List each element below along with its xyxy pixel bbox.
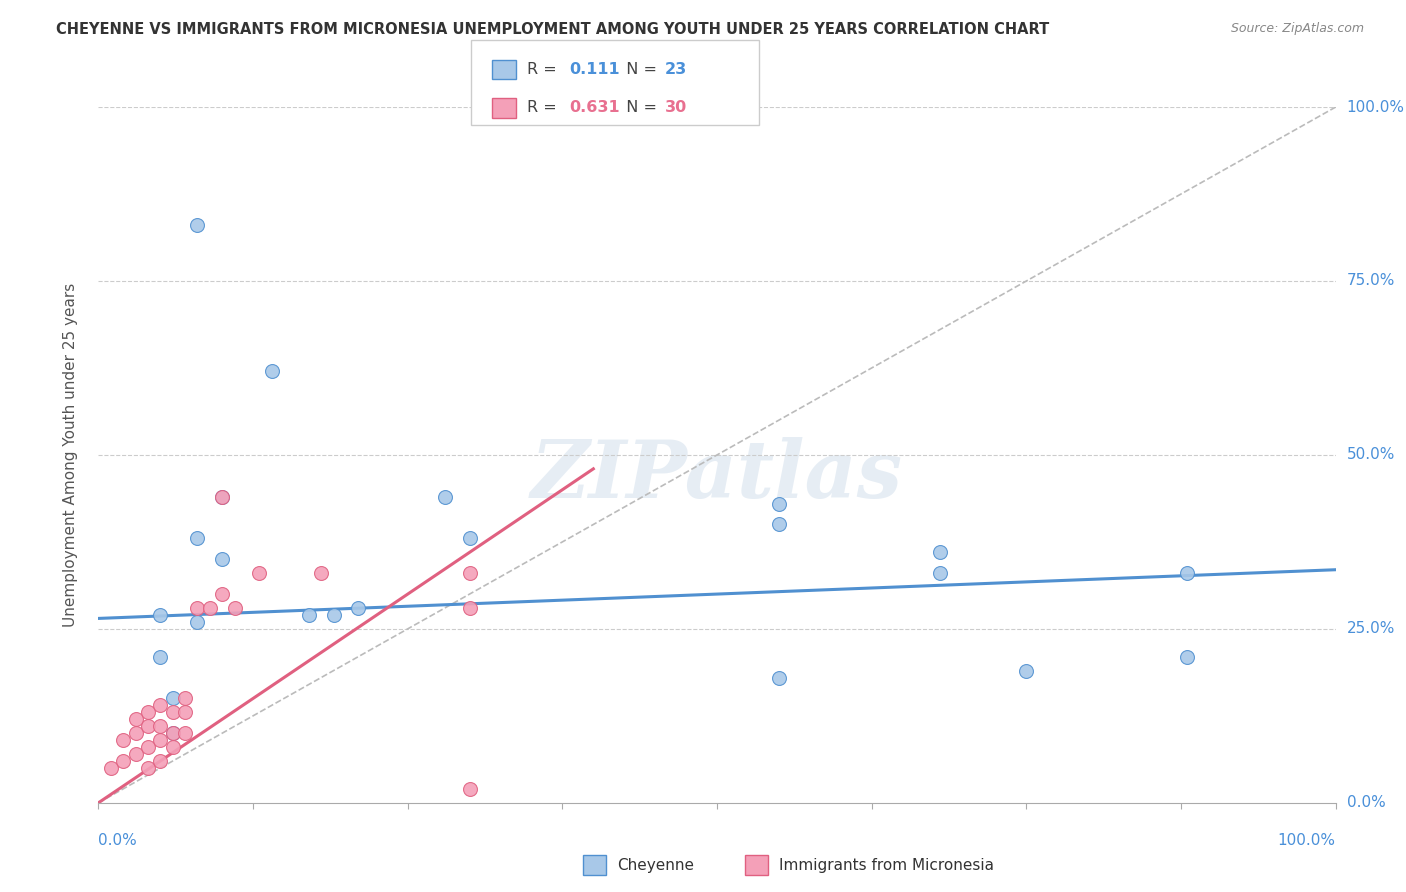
Point (162, 691, 184, 706)
Point (174, 691, 197, 706)
Point (198, 601, 221, 615)
Point (433, 490, 456, 504)
Text: 30: 30 (665, 101, 688, 115)
Point (136, 719, 159, 733)
Text: N =: N = (616, 101, 662, 115)
Point (136, 761, 159, 775)
Point (112, 754, 135, 768)
Text: Cheyenne: Cheyenne (617, 858, 695, 872)
Point (100, 761, 122, 775)
Point (768, 671, 790, 685)
Point (458, 532, 481, 546)
Text: R =: R = (527, 101, 562, 115)
Point (149, 733, 172, 747)
Point (1015, 664, 1038, 678)
Text: 100.0%: 100.0% (1278, 833, 1336, 848)
Point (298, 607, 321, 622)
Point (211, 552, 233, 566)
Point (186, 532, 208, 546)
Text: ZIPatlas: ZIPatlas (531, 437, 903, 515)
Point (768, 497, 790, 511)
Point (149, 698, 172, 713)
Point (347, 601, 370, 615)
Point (149, 649, 172, 664)
Point (124, 712, 146, 726)
Point (186, 219, 208, 233)
Point (149, 719, 172, 733)
Point (211, 490, 233, 504)
Point (136, 740, 159, 755)
Y-axis label: Unemployment Among Youth under 25 years: Unemployment Among Youth under 25 years (63, 283, 77, 627)
Text: 50.0%: 50.0% (1347, 448, 1395, 462)
Point (458, 781, 481, 796)
Point (211, 490, 233, 504)
Point (1175, 649, 1198, 664)
Point (458, 601, 481, 615)
Text: 25.0%: 25.0% (1347, 622, 1395, 636)
Point (112, 733, 135, 747)
Point (124, 726, 146, 740)
Text: 0.0%: 0.0% (98, 833, 138, 848)
Text: Source: ZipAtlas.com: Source: ZipAtlas.com (1230, 22, 1364, 36)
Point (224, 601, 246, 615)
Point (928, 566, 950, 581)
Point (162, 740, 184, 755)
Point (162, 726, 184, 740)
Point (186, 615, 208, 629)
Point (211, 587, 233, 601)
Point (1175, 566, 1198, 581)
Point (174, 706, 197, 720)
Text: CHEYENNE VS IMMIGRANTS FROM MICRONESIA UNEMPLOYMENT AMONG YOUTH UNDER 25 YEARS C: CHEYENNE VS IMMIGRANTS FROM MICRONESIA U… (56, 22, 1049, 37)
Point (174, 726, 197, 740)
Text: 23: 23 (665, 62, 688, 77)
Point (309, 566, 332, 581)
Text: N =: N = (616, 62, 662, 77)
Point (149, 607, 172, 622)
Point (162, 706, 184, 720)
Text: 0.111: 0.111 (569, 62, 620, 77)
Point (186, 601, 208, 615)
Text: Immigrants from Micronesia: Immigrants from Micronesia (779, 858, 994, 872)
Point (768, 517, 790, 532)
Point (162, 726, 184, 740)
Point (928, 545, 950, 559)
Point (136, 706, 159, 720)
Point (149, 754, 172, 768)
Text: 0.631: 0.631 (569, 101, 620, 115)
Point (458, 566, 481, 581)
Point (247, 566, 270, 581)
Point (322, 607, 344, 622)
Text: R =: R = (527, 62, 562, 77)
Point (124, 747, 146, 761)
Text: 100.0%: 100.0% (1347, 100, 1405, 114)
Point (260, 364, 283, 378)
Text: 75.0%: 75.0% (1347, 274, 1395, 288)
Text: 0.0%: 0.0% (1347, 796, 1385, 810)
